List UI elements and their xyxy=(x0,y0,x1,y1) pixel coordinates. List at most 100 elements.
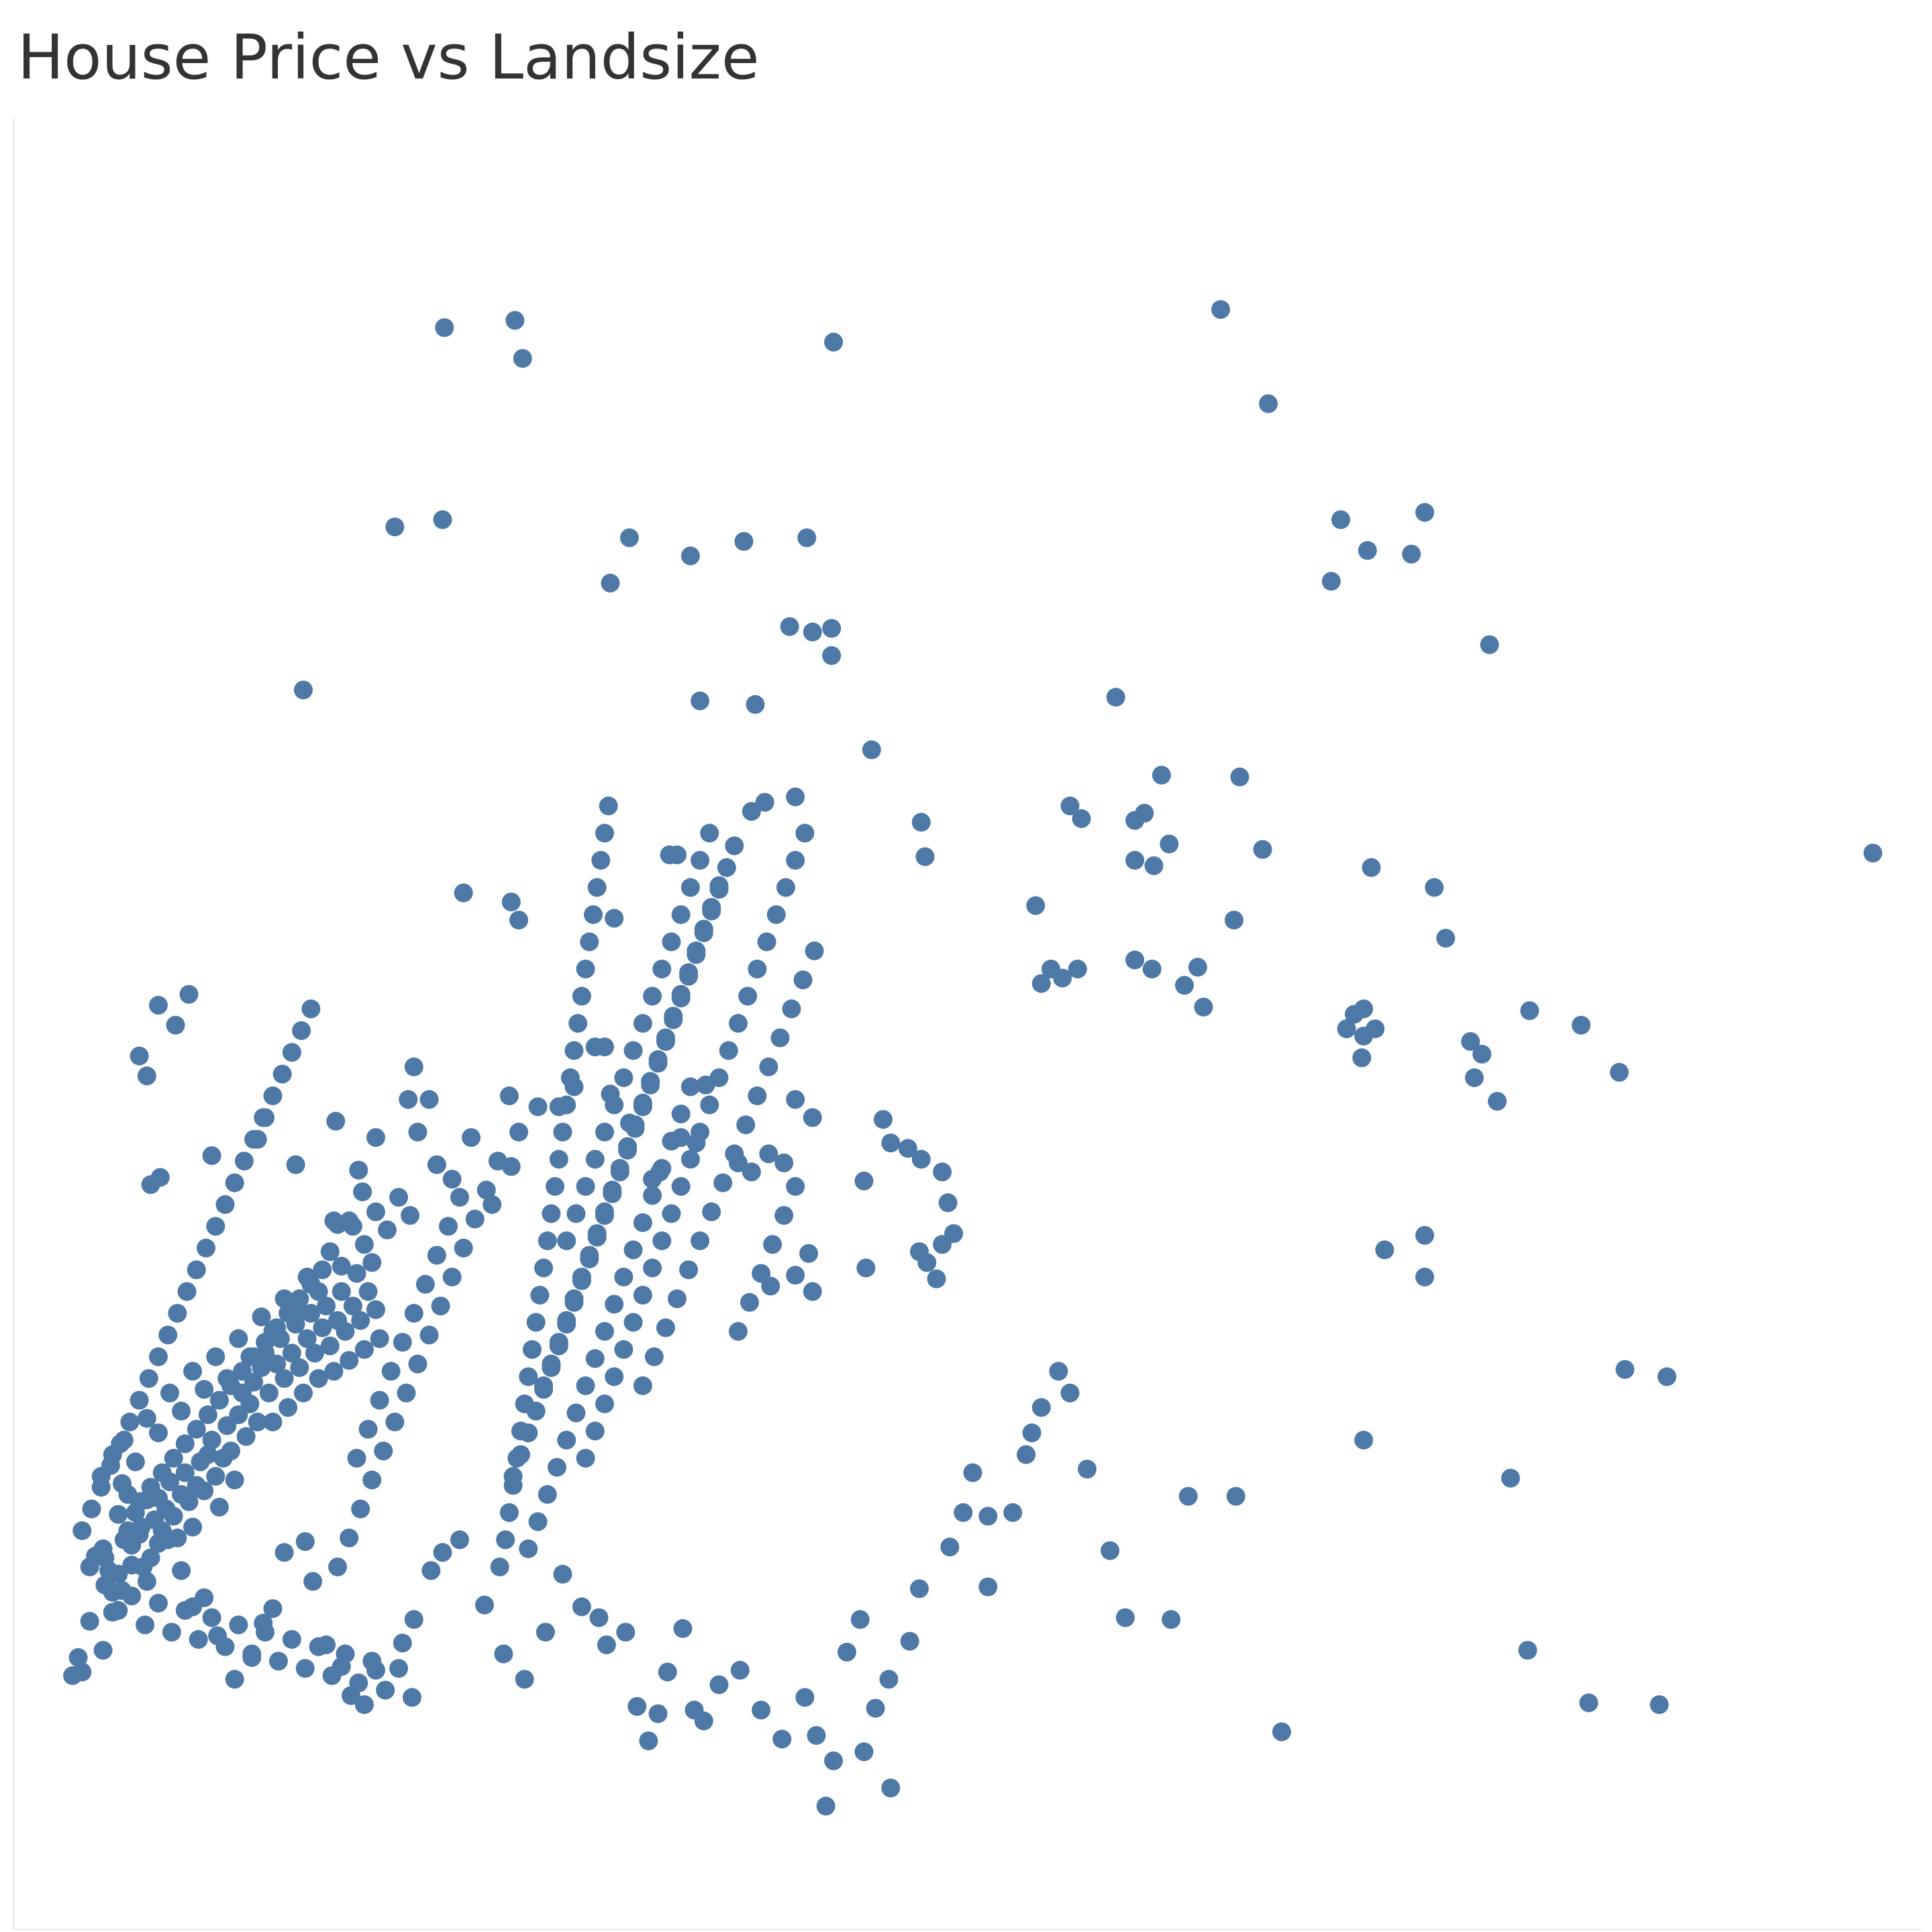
scatter-point xyxy=(248,1413,267,1431)
scatter-point xyxy=(763,1235,782,1254)
scatter-point xyxy=(295,1659,315,1678)
scatter-point xyxy=(673,1619,693,1638)
scatter-point xyxy=(164,1507,183,1526)
scatter-point xyxy=(755,793,774,812)
scatter-point xyxy=(652,1159,672,1178)
scatter-point xyxy=(671,988,691,1008)
scatter-point xyxy=(822,619,842,638)
scatter-point xyxy=(633,1286,652,1305)
scatter-point xyxy=(149,996,168,1015)
scatter-point xyxy=(717,858,736,877)
scatter-point xyxy=(242,1644,262,1664)
scatter-point xyxy=(282,1630,301,1649)
scatter-point xyxy=(1425,878,1444,897)
scatter-point xyxy=(1072,809,1091,828)
scatter-point xyxy=(824,332,844,352)
scatter-point xyxy=(595,1322,614,1341)
scatter-point xyxy=(198,1445,217,1464)
scatter-point xyxy=(1461,1032,1480,1051)
scatter-point xyxy=(702,1202,721,1221)
scatter-point xyxy=(1362,858,1381,877)
scatter-point xyxy=(572,1271,591,1290)
scatter-point xyxy=(595,1206,614,1225)
scatter-point xyxy=(752,1700,771,1720)
scatter-point xyxy=(691,691,710,711)
scatter-point xyxy=(1352,1048,1372,1068)
scatter-point xyxy=(141,1548,160,1568)
scatter-point xyxy=(130,1390,149,1410)
scatter-point xyxy=(263,1413,283,1431)
scatter-point xyxy=(748,1086,767,1105)
scatter-point xyxy=(187,1419,206,1439)
scatter-point xyxy=(1658,1367,1676,1386)
scatter-point xyxy=(1031,1398,1051,1417)
scatter-point xyxy=(725,1144,744,1164)
scatter-point xyxy=(1125,950,1145,970)
scatter-point xyxy=(786,1090,805,1109)
scatter-point xyxy=(605,1294,624,1314)
scatter-point xyxy=(93,1539,113,1558)
scatter-point xyxy=(149,1347,168,1366)
scatter-point xyxy=(1354,999,1374,1019)
scatter-point xyxy=(490,1558,509,1576)
scatter-point xyxy=(1337,1019,1356,1039)
scatter-point xyxy=(786,787,805,807)
scatter-point xyxy=(278,1304,298,1323)
scatter-point xyxy=(568,1014,588,1033)
scatter-point xyxy=(320,1336,340,1356)
scatter-point xyxy=(757,932,776,952)
scatter-point xyxy=(816,1796,835,1816)
scatter-point xyxy=(120,1413,140,1431)
scatter-point xyxy=(1224,911,1243,930)
scatter-point xyxy=(729,1014,748,1033)
scatter-point xyxy=(519,1423,538,1443)
scatter-point xyxy=(940,1537,960,1557)
scatter-point xyxy=(614,1268,633,1286)
scatter-point xyxy=(358,1419,378,1439)
scatter-point xyxy=(585,1349,605,1368)
scatter-point xyxy=(403,1688,421,1707)
scatter-point xyxy=(286,1155,305,1174)
scatter-point xyxy=(900,1631,919,1651)
scatter-point xyxy=(340,1528,359,1547)
scatter-point xyxy=(294,680,313,700)
scatter-point xyxy=(141,1478,160,1497)
scatter-point xyxy=(662,1204,681,1223)
scatter-point xyxy=(1259,394,1278,413)
scatter-point xyxy=(501,893,521,912)
scatter-point xyxy=(585,1421,605,1441)
scatter-point xyxy=(109,1505,128,1524)
scatter-point xyxy=(694,1711,713,1731)
scatter-point xyxy=(267,1318,287,1337)
scatter-point xyxy=(269,1651,288,1671)
scatter-point xyxy=(1003,1503,1023,1522)
scatter-point xyxy=(780,617,799,636)
scatter-point xyxy=(354,1235,374,1254)
scatter-point xyxy=(221,1376,240,1395)
scatter-point xyxy=(553,1564,572,1584)
scatter-point xyxy=(240,1394,260,1413)
scatter-point xyxy=(538,1485,557,1504)
scatter-point xyxy=(881,1778,901,1798)
scatter-point xyxy=(450,1188,469,1207)
scatter-point xyxy=(433,1543,452,1562)
scatter-point xyxy=(421,1561,441,1580)
scatter-point xyxy=(515,1670,534,1689)
scatter-point xyxy=(614,1068,633,1087)
scatter-point xyxy=(610,1162,629,1182)
scatter-point xyxy=(164,1449,183,1468)
scatter-point xyxy=(252,1307,271,1327)
plot-frame xyxy=(13,117,1921,1930)
scatter-points xyxy=(63,300,1882,1816)
scatter-point xyxy=(465,1209,485,1229)
scatter-point xyxy=(564,1292,584,1312)
scatter-point xyxy=(393,1633,412,1653)
scatter-point xyxy=(566,1403,586,1423)
scatter-point xyxy=(854,1742,874,1762)
scatter-point xyxy=(1358,541,1377,560)
scatter-point xyxy=(229,1615,248,1635)
scatter-point xyxy=(837,1642,856,1662)
scatter-point xyxy=(680,878,700,897)
scatter-point xyxy=(408,1354,427,1374)
scatter-point xyxy=(680,546,700,566)
